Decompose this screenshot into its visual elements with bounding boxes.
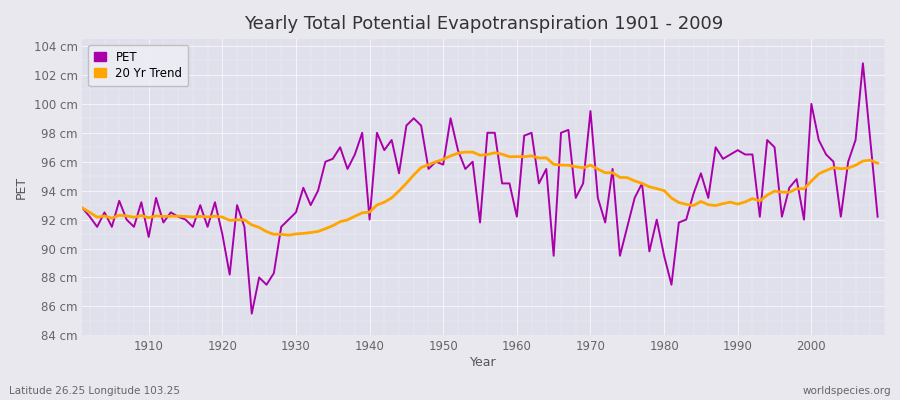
20 Yr Trend bbox=[526, 154, 537, 158]
20 Yr Trend bbox=[615, 175, 626, 180]
X-axis label: Year: Year bbox=[471, 356, 497, 369]
PET bbox=[349, 152, 360, 157]
Y-axis label: PET: PET bbox=[15, 176, 28, 199]
PET bbox=[608, 166, 618, 171]
20 Yr Trend bbox=[284, 233, 294, 238]
20 Yr Trend bbox=[136, 213, 147, 218]
Line: 20 Yr Trend: 20 Yr Trend bbox=[83, 152, 878, 235]
Line: PET: PET bbox=[83, 63, 878, 314]
Text: Latitude 26.25 Longitude 103.25: Latitude 26.25 Longitude 103.25 bbox=[9, 386, 180, 396]
Text: worldspecies.org: worldspecies.org bbox=[803, 386, 891, 396]
20 Yr Trend bbox=[305, 230, 316, 235]
PET bbox=[858, 61, 868, 66]
PET bbox=[77, 206, 88, 210]
PET bbox=[511, 214, 522, 219]
PET bbox=[247, 311, 257, 316]
20 Yr Trend bbox=[77, 206, 88, 210]
PET bbox=[136, 200, 147, 205]
20 Yr Trend bbox=[872, 161, 883, 166]
20 Yr Trend bbox=[349, 214, 360, 219]
Title: Yearly Total Potential Evapotranspiration 1901 - 2009: Yearly Total Potential Evapotranspiratio… bbox=[244, 15, 724, 33]
PET bbox=[872, 214, 883, 219]
20 Yr Trend bbox=[460, 150, 471, 154]
PET bbox=[518, 133, 529, 138]
PET bbox=[305, 203, 316, 208]
Legend: PET, 20 Yr Trend: PET, 20 Yr Trend bbox=[88, 45, 188, 86]
20 Yr Trend bbox=[518, 154, 529, 159]
